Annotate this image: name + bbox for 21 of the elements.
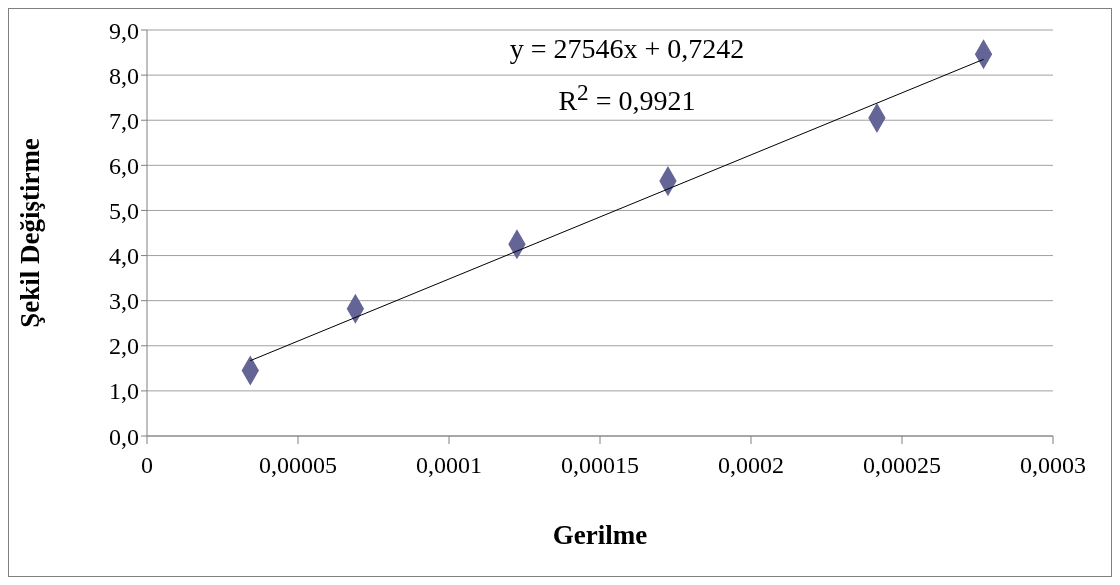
x-tick-label: 0 <box>141 452 153 479</box>
y-tick-label: 1,0 <box>109 378 139 405</box>
x-tick-label: 0,00015 <box>561 452 639 479</box>
y-tick-label: 8,0 <box>109 62 139 89</box>
y-tick-label: 6,0 <box>109 152 139 179</box>
x-tick-label: 0,0003 <box>1020 452 1086 479</box>
y-axis-title: Şekil Değiştirme <box>14 138 45 328</box>
y-tick-label: 4,0 <box>109 243 139 270</box>
x-tick-label: 0,00025 <box>863 452 941 479</box>
annotation: y = 27546x + 0,7242 <box>509 33 745 65</box>
x-tick-label: 0,0001 <box>416 452 482 479</box>
y-tick-label: 0,0 <box>109 423 139 450</box>
annotation: R$^{2}$ = 0,9921 <box>558 79 696 118</box>
y-tick-label: 5,0 <box>109 197 139 224</box>
x-tick-label: 0,0002 <box>718 452 784 479</box>
y-tick-label: 3,0 <box>109 288 139 315</box>
y-tick-label: 9,0 <box>109 17 139 44</box>
x-tick-label: 0,00005 <box>259 452 337 479</box>
y-tick-label: 7,0 <box>109 107 139 134</box>
x-axis-title: Gerilme <box>552 520 648 550</box>
y-tick-label: 2,0 <box>109 333 139 360</box>
